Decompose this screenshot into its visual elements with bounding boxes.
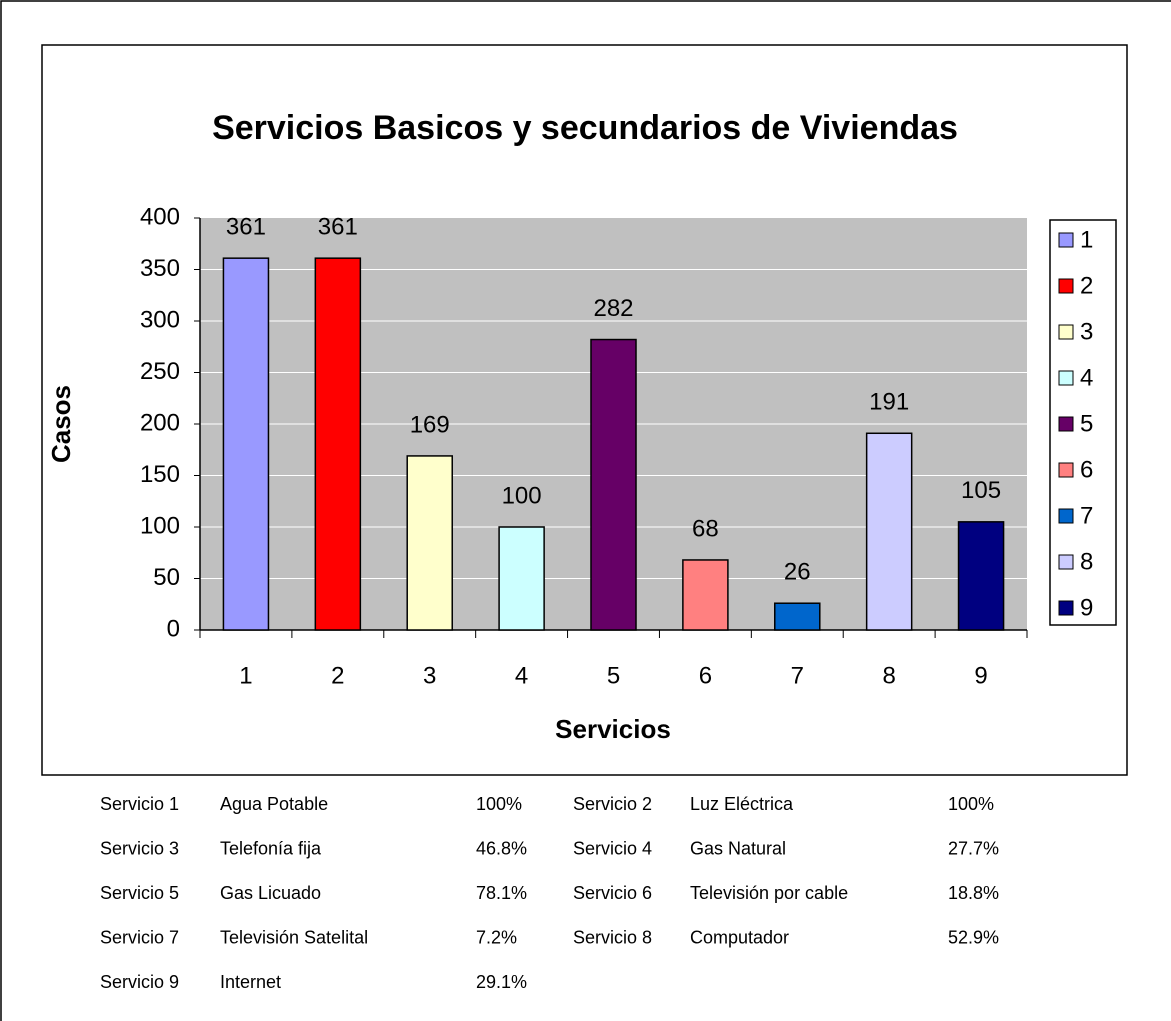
x-tick-label: 2 xyxy=(331,662,344,689)
table-cell: Servicio 7 xyxy=(100,927,179,947)
table-cell: Servicio 4 xyxy=(573,838,652,858)
y-tick-label: 150 xyxy=(140,461,180,488)
table-cell: Televisión por cable xyxy=(690,883,848,903)
table-cell: Agua Potable xyxy=(220,794,328,814)
table-cell: Gas Licuado xyxy=(220,883,321,903)
table-cell: Televisión Satelital xyxy=(220,927,368,947)
legend-label: 9 xyxy=(1080,594,1093,621)
data-label: 282 xyxy=(593,295,633,322)
x-tick-label: 8 xyxy=(882,662,895,689)
table-cell: 100% xyxy=(476,794,522,814)
y-tick-label: 0 xyxy=(167,615,180,642)
legend-swatch xyxy=(1058,462,1074,478)
bar xyxy=(406,455,453,631)
table-cell: Telefonía fija xyxy=(220,838,322,858)
legend-swatch xyxy=(1058,554,1074,570)
legend-swatch xyxy=(1058,370,1074,386)
bar xyxy=(865,432,913,631)
table-cell: Luz Eléctrica xyxy=(690,794,794,814)
data-label: 191 xyxy=(869,389,909,416)
table-cell: 78.1% xyxy=(476,883,527,903)
legend-label: 5 xyxy=(1080,410,1093,437)
y-tick-label: 200 xyxy=(140,409,180,436)
x-tick-label: 4 xyxy=(515,662,528,689)
legend-label: 4 xyxy=(1080,364,1093,391)
data-label: 100 xyxy=(502,482,542,509)
legend-label: 7 xyxy=(1080,502,1093,529)
legend-label: 6 xyxy=(1080,456,1093,483)
y-tick-label: 300 xyxy=(140,306,180,333)
table-cell: 27.7% xyxy=(948,838,999,858)
table-cell: Internet xyxy=(220,972,281,992)
x-tick-label: 7 xyxy=(791,662,804,689)
data-label: 169 xyxy=(410,411,450,438)
y-tick-label: 400 xyxy=(140,203,180,230)
table-cell: Servicio 1 xyxy=(100,794,179,814)
y-tick-label: 250 xyxy=(140,358,180,385)
table-cell: Servicio 3 xyxy=(100,838,179,858)
data-label: 361 xyxy=(318,214,358,241)
table-cell: 7.2% xyxy=(476,927,517,947)
bar xyxy=(682,559,729,631)
y-axis-label: Casos xyxy=(46,385,76,463)
legend-swatch xyxy=(1058,416,1074,432)
x-tick-label: 3 xyxy=(423,662,436,689)
bar xyxy=(498,526,545,631)
table-cell: Servicio 5 xyxy=(100,883,179,903)
x-tick-label: 1 xyxy=(239,662,252,689)
legend-swatch xyxy=(1058,232,1074,248)
bar xyxy=(590,338,637,631)
table-cell: 46.8% xyxy=(476,838,527,858)
y-tick-label: 50 xyxy=(153,564,180,591)
legend-label: 8 xyxy=(1080,548,1093,575)
table-cell: Servicio 8 xyxy=(573,927,652,947)
bar xyxy=(957,521,1005,631)
x-axis-label: Servicios xyxy=(555,714,671,744)
table-cell: Servicio 9 xyxy=(100,972,179,992)
table-cell: Gas Natural xyxy=(690,838,786,858)
table-cell: Computador xyxy=(690,927,789,947)
legend-swatch xyxy=(1058,324,1074,340)
bar xyxy=(314,257,362,631)
x-tick-label: 9 xyxy=(974,662,987,689)
legend-swatch xyxy=(1058,600,1074,616)
data-label: 26 xyxy=(784,559,811,586)
chart-title: Servicios Basicos y secundarios de Vivie… xyxy=(212,109,958,147)
legend-label: 3 xyxy=(1080,318,1093,345)
legend-label: 1 xyxy=(1080,226,1093,253)
legend-swatch xyxy=(1058,508,1074,524)
bar xyxy=(774,602,821,631)
legend-swatch xyxy=(1058,278,1074,294)
x-tick-label: 6 xyxy=(699,662,712,689)
x-tick-label: 5 xyxy=(607,662,620,689)
y-tick-label: 350 xyxy=(140,255,180,282)
table-cell: 52.9% xyxy=(948,927,999,947)
bar xyxy=(222,257,270,631)
legend-label: 2 xyxy=(1080,272,1093,299)
data-label: 361 xyxy=(226,214,266,241)
data-label: 105 xyxy=(961,477,1001,504)
table-cell: 29.1% xyxy=(476,972,527,992)
table-cell: 100% xyxy=(948,794,994,814)
table-cell: Servicio 6 xyxy=(573,883,652,903)
data-label: 68 xyxy=(692,515,719,542)
y-tick-label: 100 xyxy=(140,512,180,539)
table-cell: 18.8% xyxy=(948,883,999,903)
table-cell: Servicio 2 xyxy=(573,794,652,814)
